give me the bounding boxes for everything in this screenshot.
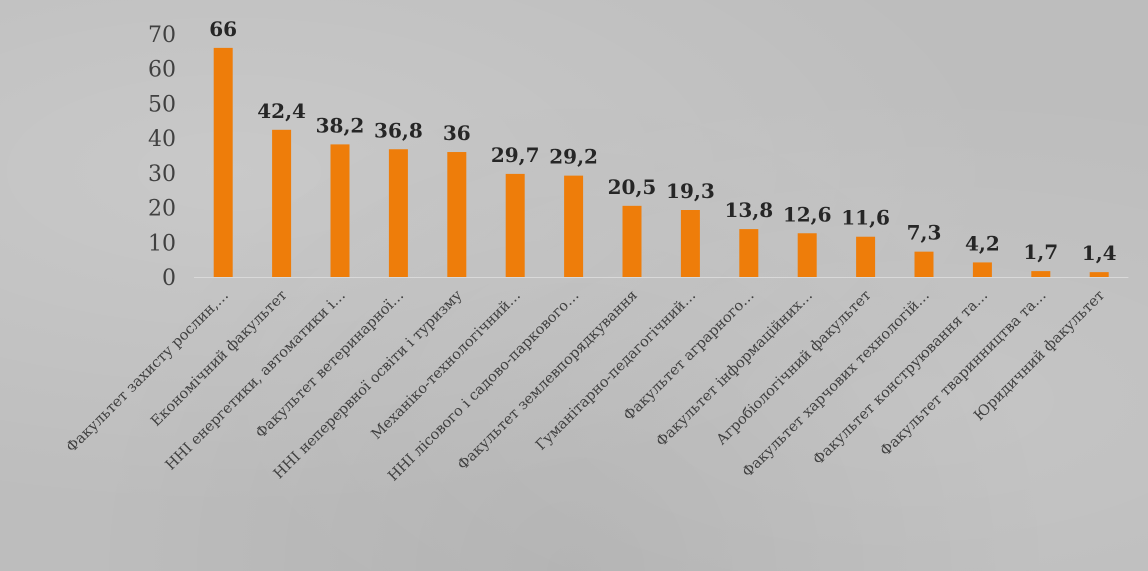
category-labels: Факультет захисту рослин,…Економічний фа… — [64, 287, 1108, 484]
bar — [506, 174, 525, 277]
data-label: 12,6 — [783, 202, 832, 226]
data-label: 36,8 — [374, 118, 423, 142]
data-label: 66 — [209, 17, 237, 41]
y-axis-ticks: 0 10 20 30 40 50 60 70 — [148, 23, 176, 291]
bar — [214, 48, 233, 277]
data-label: 29,2 — [549, 145, 598, 169]
bar — [915, 252, 934, 277]
data-label: 29,7 — [491, 143, 540, 167]
y-tick-label: 70 — [148, 23, 176, 48]
y-tick-label: 20 — [148, 197, 176, 222]
data-label: 42,4 — [257, 99, 306, 123]
bar — [1090, 272, 1109, 277]
data-label: 36 — [443, 121, 471, 145]
bar — [798, 233, 817, 277]
bar — [272, 130, 291, 277]
y-tick-label: 0 — [162, 266, 176, 291]
y-tick-label: 10 — [148, 231, 176, 256]
y-tick-label: 30 — [148, 162, 176, 187]
bar — [973, 262, 992, 277]
data-label: 4,2 — [965, 231, 1000, 255]
data-label: 20,5 — [608, 175, 657, 199]
y-tick-label: 60 — [148, 58, 176, 83]
y-tick-label: 50 — [148, 92, 176, 117]
bar — [856, 237, 875, 277]
data-label: 11,6 — [841, 206, 890, 230]
y-tick-label: 40 — [148, 127, 176, 152]
data-label: 1,7 — [1023, 240, 1058, 264]
bar — [739, 229, 758, 277]
bar — [623, 206, 642, 277]
data-label: 19,3 — [666, 179, 715, 203]
bar — [389, 149, 408, 277]
bar — [447, 152, 466, 277]
data-label: 13,8 — [724, 198, 773, 222]
bar — [681, 210, 700, 277]
data-label: 7,3 — [907, 221, 942, 245]
data-label: 1,4 — [1082, 241, 1117, 265]
bar — [331, 144, 350, 277]
bar — [1031, 271, 1050, 277]
bar — [564, 176, 583, 277]
data-label: 38,2 — [316, 113, 365, 137]
